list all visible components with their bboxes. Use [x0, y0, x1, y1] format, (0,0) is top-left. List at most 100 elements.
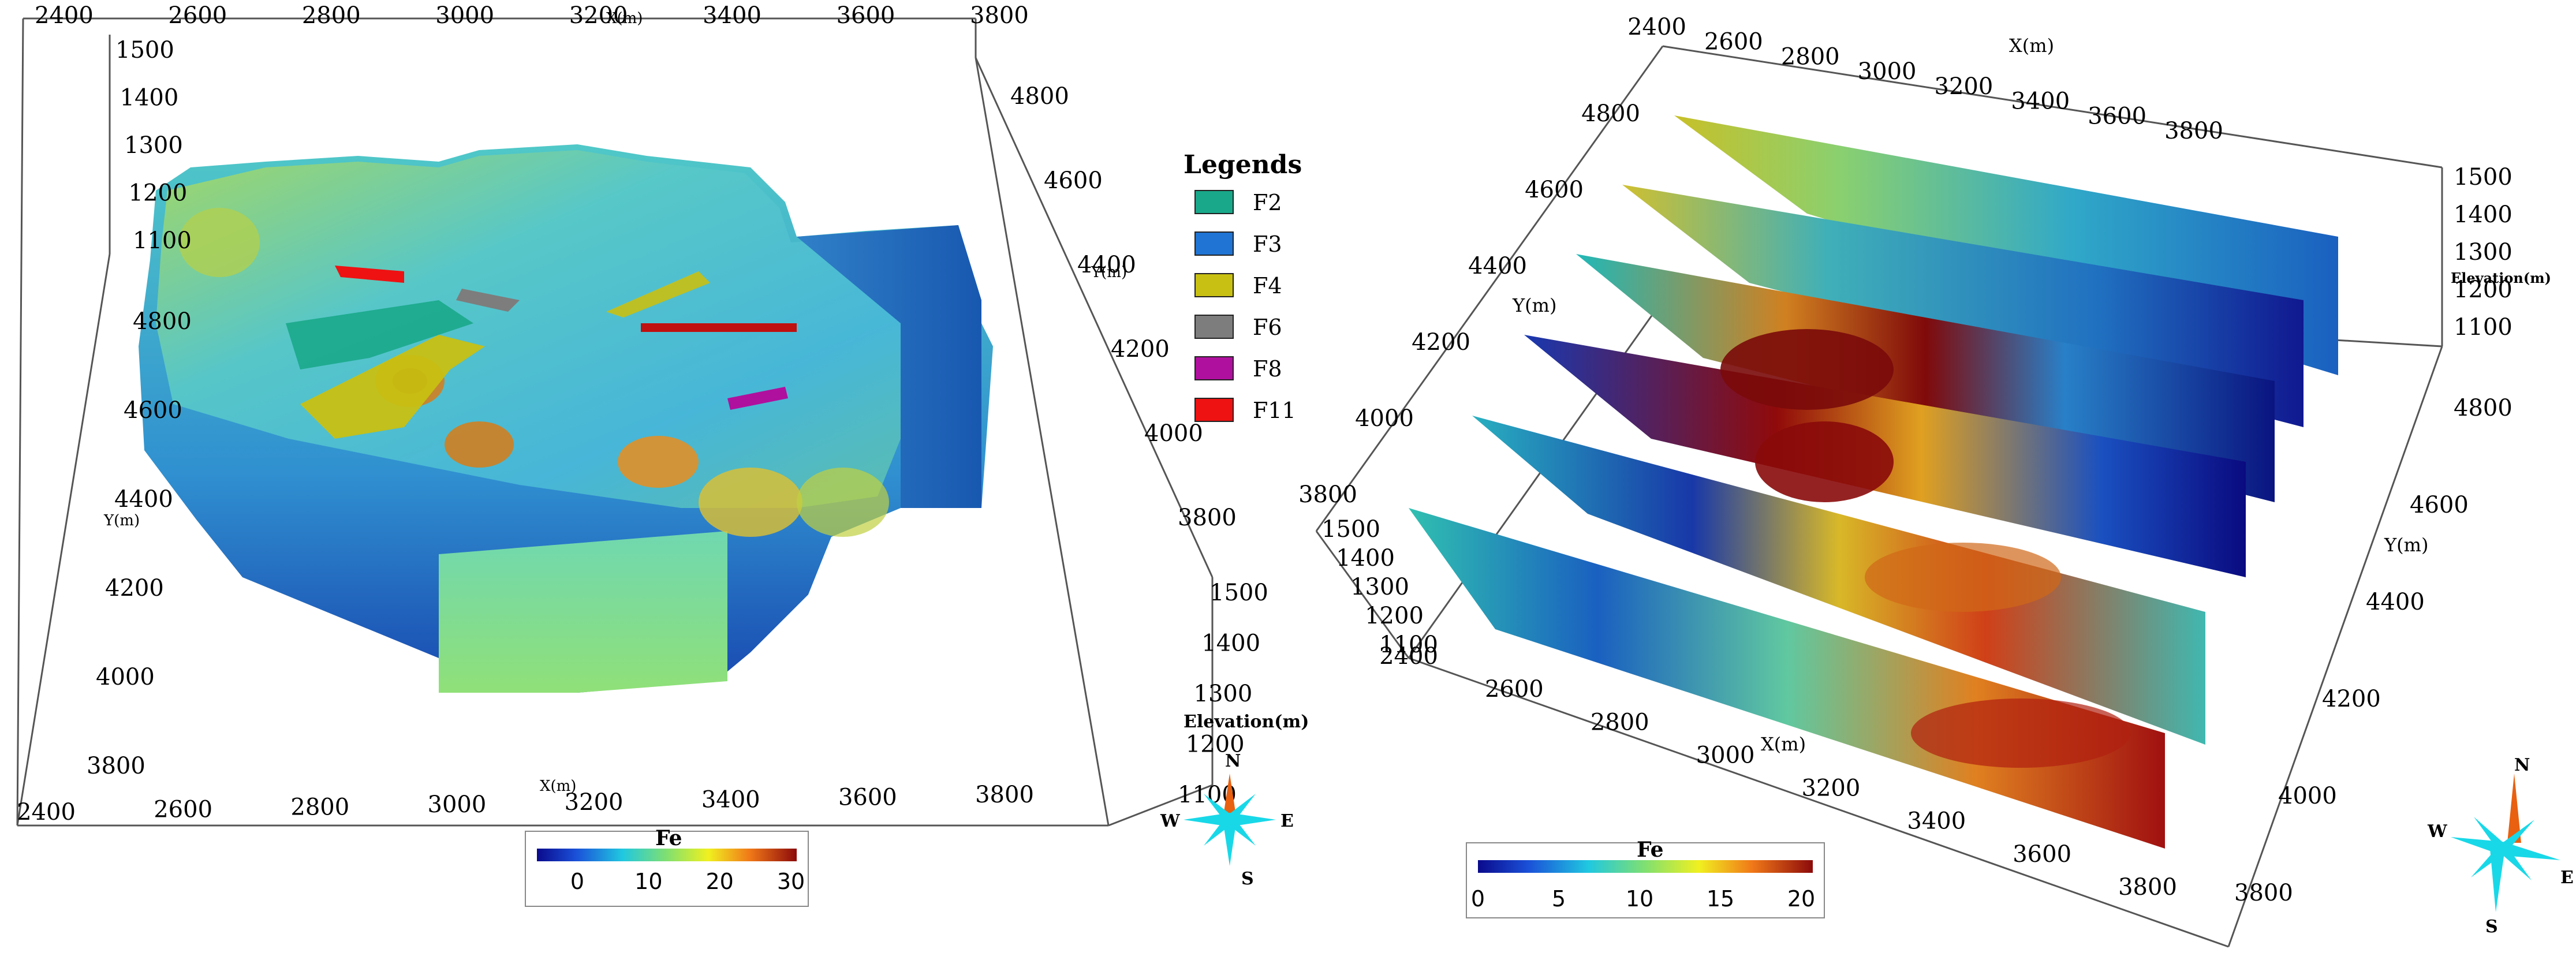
right-y-tick-4400: 4400 — [1468, 253, 1527, 279]
right-colorbar-ticks: 0 5 10 15 20 — [1471, 886, 1815, 912]
right-y-ticks-left: 4800 4600 4400 4200 4000 3800 — [1298, 100, 1640, 508]
legend-label-f8: F8 — [1253, 356, 1282, 382]
left-elev-label: Elevation(m) — [1184, 712, 1309, 732]
compass-north-needle-right — [2507, 774, 2521, 843]
legend-swatch-f2 — [1194, 190, 1234, 214]
right-y-right-tick-3800: 3800 — [2234, 880, 2293, 906]
left-x-bottom-tick-3400: 3400 — [701, 787, 760, 813]
right-colorbar-gradient — [1478, 860, 1813, 873]
right-x-top-label: X(m) — [2009, 35, 2054, 57]
right-panel: 2400 2600 2800 3000 3200 3400 3600 3800 X(m) 24… — [1298, 14, 2574, 948]
right-elev-tick-1200: 1200 — [1365, 603, 1424, 629]
fault-f2-plane — [286, 300, 473, 369]
right-elev-tick-1300: 1300 — [1350, 574, 1409, 600]
right-x-bottom-tick-2600: 2600 — [1485, 676, 1544, 703]
left-y-label-right: Y(m) — [1091, 264, 1127, 281]
right-y-right-tick-4800: 4800 — [2454, 395, 2512, 421]
right-colorbar: Fe 0 5 10 15 20 — [1466, 838, 1825, 918]
right-x-top-tick-3600: 3600 — [2088, 103, 2146, 129]
left-y-tick-4600: 4600 — [124, 397, 182, 424]
right-colorbar-tick-20: 20 — [1787, 886, 1815, 912]
left-y-ticks-left: 4800 4600 4400 4200 4000 3800 — [87, 308, 192, 779]
right-y-right-tick-4400: 4400 — [2366, 589, 2425, 615]
legend-swatch-f11 — [1194, 398, 1234, 422]
left-x-top-tick-3200: 3200 — [569, 2, 628, 29]
right-colorbar-tick-15: 15 — [1707, 886, 1734, 912]
left-y-tick-4400: 4400 — [114, 486, 173, 513]
right-colorbar-title: Fe — [1637, 838, 1664, 862]
legend-label-f11: F11 — [1253, 398, 1296, 423]
left-x-top-tick-3400: 3400 — [703, 2, 761, 29]
left-fault-planes — [286, 266, 797, 439]
right-x-top-tick-3800: 3800 — [2164, 118, 2223, 144]
left-colorbar-tick-20: 20 — [705, 869, 733, 894]
legend-label-f3: F3 — [1253, 231, 1282, 257]
left-colorbar-ticks: 0 10 20 30 — [570, 869, 805, 894]
compass-s-label-right: S — [2485, 917, 2498, 937]
left-elev-ticks-left: 1500 1400 1300 1200 1100 — [115, 37, 192, 254]
right-elev-right-tick-1100: 1100 — [2454, 314, 2512, 341]
legend-label-f2: F2 — [1253, 190, 1282, 215]
compass-w-label-right: W — [2427, 821, 2448, 842]
right-x-bottom-tick-2400: 2400 — [1379, 643, 1438, 670]
left-y-right-tick-4200: 4200 — [1111, 336, 1170, 363]
legend-swatch-f8 — [1194, 356, 1234, 380]
right-x-top-ticks: 2400 2600 2800 3000 3200 3400 3600 3800 — [1627, 14, 2223, 144]
left-y-right-tick-4400: 4400 — [1077, 252, 1136, 278]
left-x-top-tick-2600: 2600 — [168, 2, 227, 29]
left-ore-block — [139, 144, 993, 693]
right-x-bottom-tick-3800: 3800 — [2118, 874, 2177, 901]
left-colorbar-title: Fe — [655, 826, 682, 850]
right-elev-right-tick-1500: 1500 — [2454, 164, 2512, 190]
left-y-tick-3800: 3800 — [87, 753, 145, 779]
right-y-right-tick-4000: 4000 — [2278, 783, 2337, 809]
left-x-top-ticks: 2400 2600 2800 3000 3200 3400 3600 3800 — [35, 2, 1029, 29]
left-x-top-tick-2800: 2800 — [302, 2, 361, 29]
right-elev-right-tick-1300: 1300 — [2454, 239, 2512, 266]
compass-w-label: W — [1160, 811, 1181, 831]
left-x-top-tick-3000: 3000 — [435, 2, 494, 29]
right-x-top-tick-2600: 2600 — [1704, 29, 1763, 55]
right-colorbar-tick-0: 0 — [1471, 886, 1485, 912]
left-y-right-tick-4800: 4800 — [1010, 83, 1069, 110]
right-x-top-tick-2800: 2800 — [1781, 43, 1840, 70]
compass-n-label: N — [1225, 751, 1241, 771]
right-elev-ticks-right: 1500 1400 1300 1200 1100 — [2454, 164, 2512, 341]
fault-f4-plane-2 — [606, 271, 710, 317]
right-x-top-tick-2400: 2400 — [1627, 14, 1686, 40]
right-elev-label: Elevation(m) — [2451, 270, 2551, 286]
fault-f11-plane-2 — [641, 323, 797, 332]
legend-swatch-f3 — [1194, 231, 1234, 256]
right-x-bottom-ticks: 2400 2600 2800 3000 3200 3400 3600 3800 — [1379, 643, 2177, 901]
left-elev-right-tick-1300: 1300 — [1194, 681, 1253, 707]
right-x-top-tick-3200: 3200 — [1935, 73, 1993, 100]
left-panel: 2400 2600 2800 3000 3200 3400 3600 3800 X(m) 24… — [16, 2, 1309, 907]
right-y-right-tick-4200: 4200 — [2322, 686, 2381, 712]
compass-n-label-right: N — [2514, 755, 2530, 775]
left-x-top-label: X(m) — [606, 10, 643, 27]
left-x-top-tick-2400: 2400 — [35, 2, 94, 29]
legend-title: Legends — [1184, 150, 1302, 180]
fault-f8-plane — [727, 387, 788, 410]
right-x-bottom-label: X(m) — [1761, 733, 1806, 755]
fault-f4-plane — [300, 335, 485, 439]
left-y-tick-4200: 4200 — [105, 575, 164, 602]
fault-f6-plane — [456, 289, 520, 312]
legend-items: F2 F3 F4 F6 F8 F11 — [1194, 190, 1296, 423]
left-colorbar-tick-0: 0 — [570, 869, 584, 894]
left-elev-tick-1100: 1100 — [133, 227, 192, 254]
fault-legend: Legends F2 F3 F4 F6 F8 F11 — [1184, 150, 1302, 423]
left-elev-tick-1500: 1500 — [115, 37, 174, 63]
right-x-bottom-tick-3600: 3600 — [2013, 841, 2071, 868]
right-elev-right-tick-1200: 1200 — [2454, 277, 2512, 303]
right-y-tick-4800: 4800 — [1581, 100, 1640, 127]
fault-f11-plane — [335, 266, 404, 283]
left-colorbar-tick-30: 30 — [777, 869, 805, 894]
left-y-tick-4800: 4800 — [133, 308, 192, 335]
right-x-bottom-tick-3200: 3200 — [1802, 775, 1861, 802]
left-bounding-box — [16, 17, 1214, 827]
left-colorbar: Fe 0 10 20 30 — [525, 826, 809, 907]
left-elev-tick-1200: 1200 — [129, 180, 188, 207]
